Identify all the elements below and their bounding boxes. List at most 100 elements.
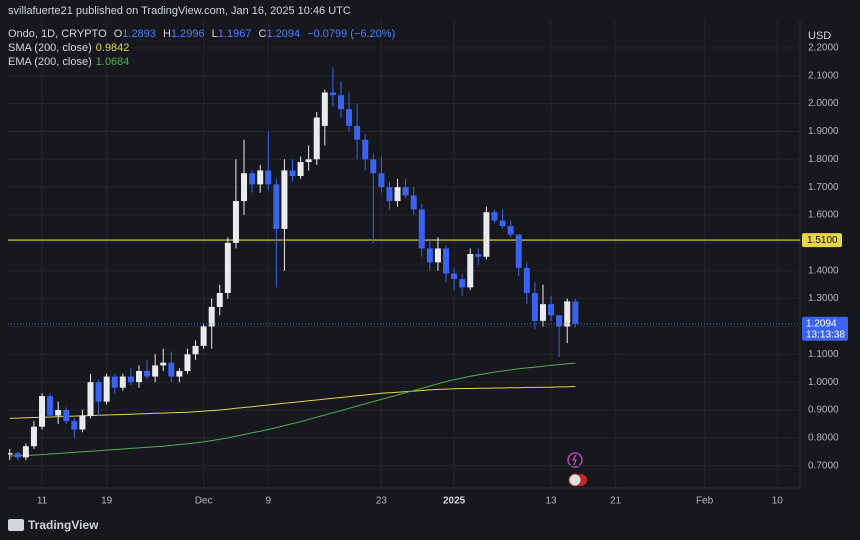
event-icon (567, 452, 583, 468)
sma-legend: SMA (200, close) 0.9842 (8, 42, 133, 54)
candle-body (515, 234, 522, 268)
candle-body (426, 248, 433, 263)
ema-value: 1.0684 (95, 56, 130, 68)
candle-body (160, 362, 167, 366)
y-tick-label: 2.0000 (808, 98, 839, 109)
l-key: L (211, 28, 218, 40)
candle-body (354, 125, 361, 140)
y-tick-label: 1.8000 (808, 154, 839, 165)
candle-body (241, 173, 248, 202)
y-tick-label: 1.1000 (808, 349, 839, 360)
change: −0.0799 (−6.20%) (307, 28, 396, 40)
candle-body (144, 371, 151, 377)
candle-body (475, 254, 482, 257)
brand-logo (8, 519, 24, 531)
ohlc-legend: Ondo, 1D, CRYPTO O1.2893 H1.2996 L1.1967… (8, 28, 399, 40)
candle-body (523, 267, 530, 293)
candle-body (119, 376, 126, 388)
candle-body (192, 345, 199, 355)
candle-body (418, 209, 425, 249)
candle-body (394, 187, 401, 202)
x-tick-label: 23 (376, 496, 388, 507)
y-tick-label: 1.9000 (808, 126, 839, 137)
candle-body (370, 159, 377, 174)
y-tick-label: 2.2000 (808, 42, 839, 53)
candle-body (47, 396, 54, 416)
l-value: 1.1967 (217, 28, 252, 40)
candle-body (531, 293, 538, 321)
y-tick-label: 1.0000 (808, 377, 839, 388)
candle-body (443, 248, 450, 274)
candle-body (168, 362, 175, 377)
candle-body (572, 301, 579, 324)
c-value: 1.2094 (266, 28, 301, 40)
x-tick-label: 10 (772, 496, 784, 507)
candle-body (95, 382, 102, 402)
candle-body (127, 376, 134, 383)
candle-body (556, 315, 563, 327)
ema-name: EMA (200, close) (8, 56, 92, 68)
candle-body (410, 195, 417, 210)
candle-body (491, 212, 498, 221)
price-label: 1.2094 (806, 318, 837, 329)
candle-body (39, 396, 46, 427)
sma-value: 0.9842 (95, 42, 130, 54)
candle-body (224, 242, 231, 293)
candle-body (30, 426, 37, 447)
candle-body (329, 92, 336, 96)
candle-body (273, 184, 280, 229)
candle-body (321, 92, 328, 126)
candle-body (337, 95, 344, 110)
candle-body (152, 365, 159, 377)
candle-body (305, 159, 312, 163)
candle-body (378, 173, 385, 188)
x-tick-label: 13 (545, 496, 557, 507)
candle-body (281, 170, 288, 229)
candle-body (507, 226, 514, 235)
flag-icon (568, 473, 582, 487)
o-key: O (113, 28, 123, 40)
candle-body (265, 170, 272, 185)
x-tick-label: 21 (610, 496, 622, 507)
level-label-box (802, 233, 842, 248)
x-tick-label: Feb (696, 496, 714, 507)
y-tick-label: 0.9000 (808, 405, 839, 416)
ema-legend: EMA (200, close) 1.0684 (8, 56, 133, 68)
candle-body (483, 212, 490, 257)
candle-body (55, 410, 62, 416)
candle-body (257, 170, 264, 185)
candle-body (459, 279, 466, 288)
y-tick-label: 0.7000 (808, 460, 839, 471)
candle-body (216, 293, 223, 307)
x-tick-label: 9 (265, 496, 271, 507)
candle-body (564, 301, 571, 327)
y-tick-label: 1.7000 (808, 182, 839, 193)
ma-line (9, 386, 576, 419)
candle-body (63, 410, 70, 422)
candle-body (184, 354, 191, 371)
candle-body (208, 306, 215, 327)
candle-body (451, 273, 458, 280)
candle-body (111, 376, 118, 388)
candle-body (249, 173, 256, 185)
candle-body (103, 376, 110, 402)
candle-body (362, 139, 369, 160)
candle-body (434, 248, 441, 263)
x-tick-label: Dec (195, 496, 213, 507)
candle-body (289, 170, 296, 176)
y-tick-label: 2.1000 (808, 70, 839, 81)
candle-body (467, 254, 474, 288)
publisher: svillafuerte21 published on TradingView.… (8, 5, 351, 17)
y-tick-label: 0.8000 (808, 432, 839, 443)
y-tick-label: 1.6000 (808, 210, 839, 221)
price-label-box (802, 316, 848, 341)
candle-body (176, 371, 183, 377)
candle-body (87, 382, 94, 416)
candle-body (71, 421, 78, 430)
candle-body (79, 415, 86, 430)
candle-body (135, 371, 142, 383)
h-key: H (162, 28, 171, 40)
x-tick-label: 11 (37, 496, 48, 507)
candle-body (499, 220, 506, 227)
symbol: Ondo, 1D, CRYPTO (8, 28, 107, 40)
